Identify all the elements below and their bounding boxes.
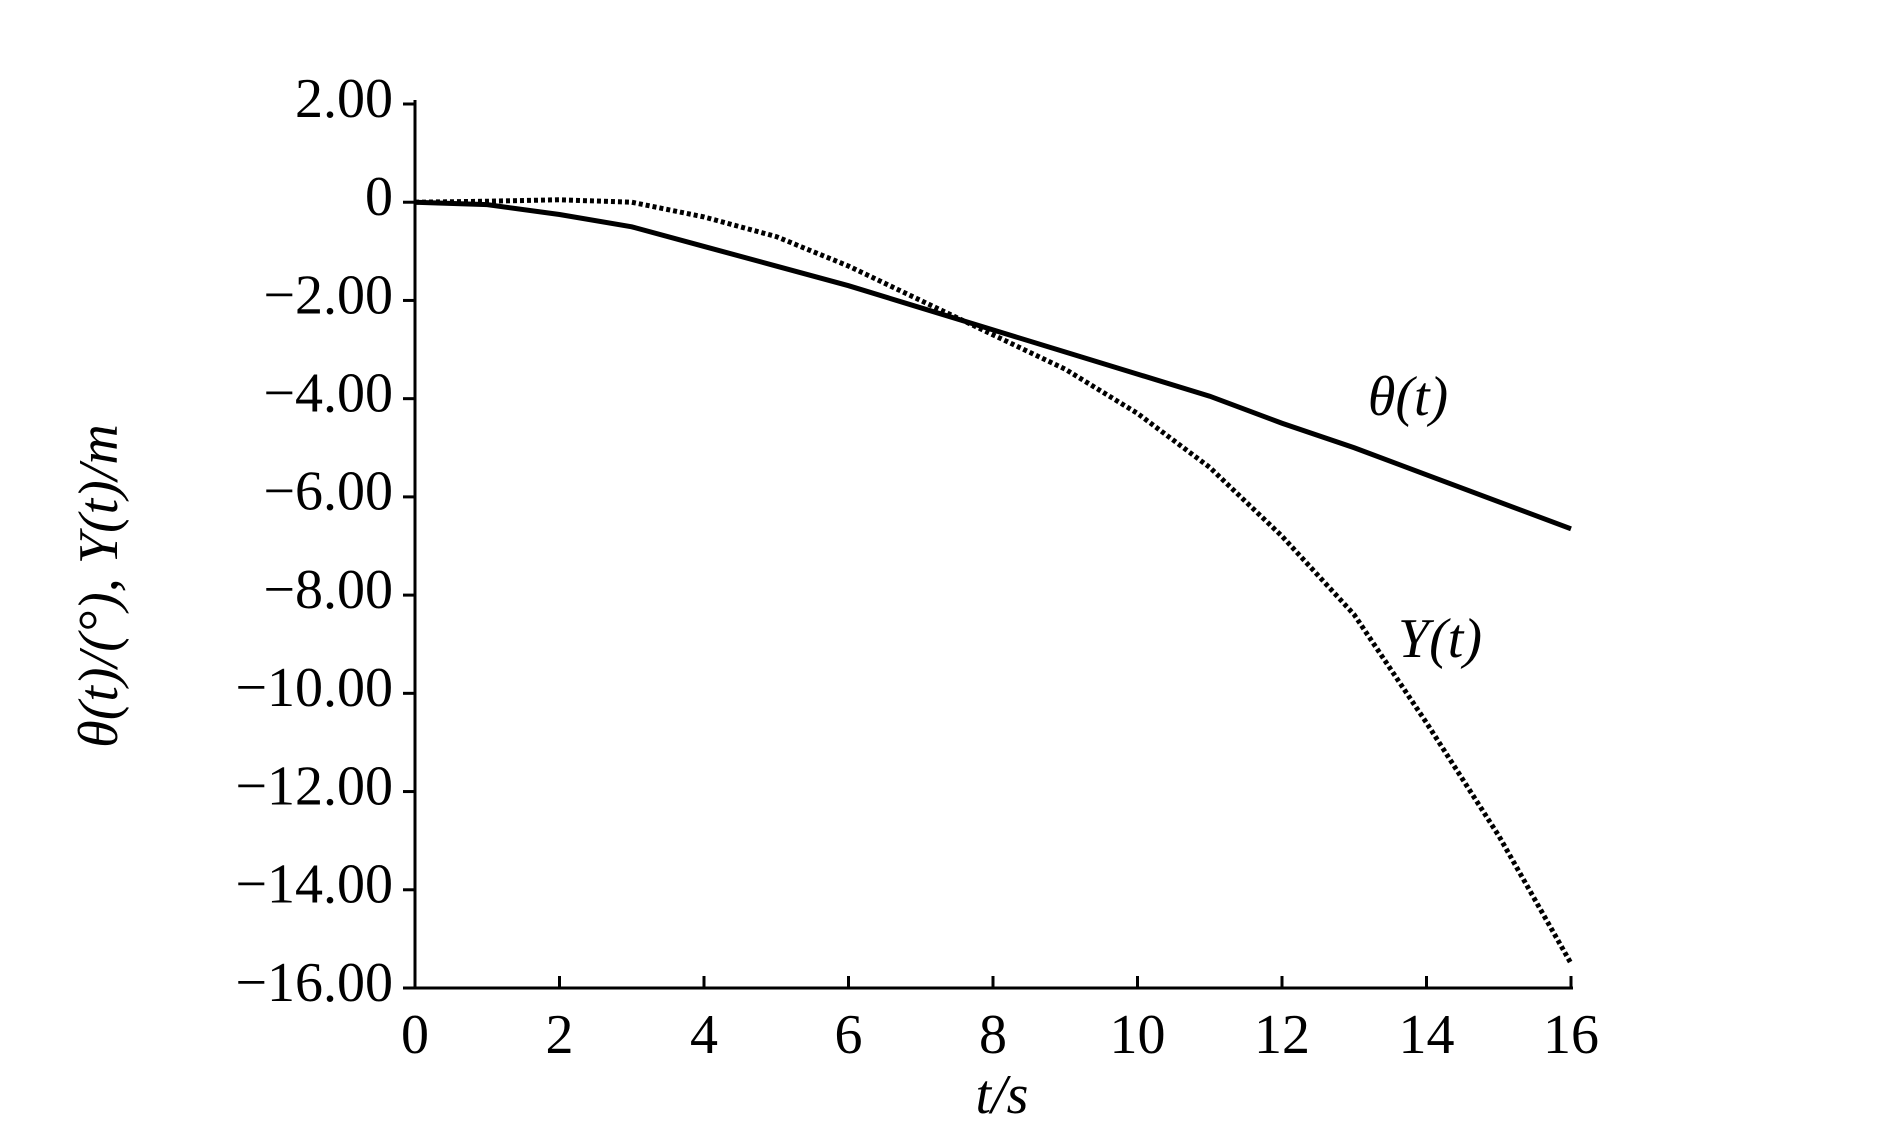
y-tick-label: −8.00 — [263, 559, 393, 621]
series-label: Y(t) — [1398, 608, 1482, 670]
y-tick-label: −12.00 — [235, 755, 393, 817]
x-tick-label: 12 — [1254, 1004, 1310, 1066]
y-tick-label: −16.00 — [235, 952, 393, 1014]
y-axis-label: θ(t)/(°), Y(t)/m — [68, 424, 130, 748]
series-line — [414, 197, 1574, 965]
y-tick-label: −14.00 — [235, 854, 393, 916]
y-tick-label: −2.00 — [263, 264, 393, 326]
x-tick-label: 16 — [1543, 1004, 1599, 1066]
y-tick-label: −10.00 — [235, 657, 393, 719]
y-tick-label: −4.00 — [263, 363, 393, 425]
x-tick-label: 10 — [1110, 1004, 1166, 1066]
x-tick-label: 2 — [546, 1004, 574, 1066]
y-tick-label: −6.00 — [263, 461, 393, 523]
y-tick-label: 2.00 — [295, 68, 393, 130]
series-label: θ(t) — [1368, 366, 1448, 428]
x-tick-label: 8 — [979, 1004, 1007, 1066]
x-tick-label: 6 — [835, 1004, 863, 1066]
x-tick-label: 4 — [690, 1004, 718, 1066]
x-tick-label: 0 — [401, 1004, 429, 1066]
x-tick-label: 14 — [1399, 1004, 1455, 1066]
series-line — [414, 199, 1572, 532]
x-axis-label: t/s — [976, 1064, 1029, 1126]
y-tick-label: 0 — [365, 166, 393, 228]
